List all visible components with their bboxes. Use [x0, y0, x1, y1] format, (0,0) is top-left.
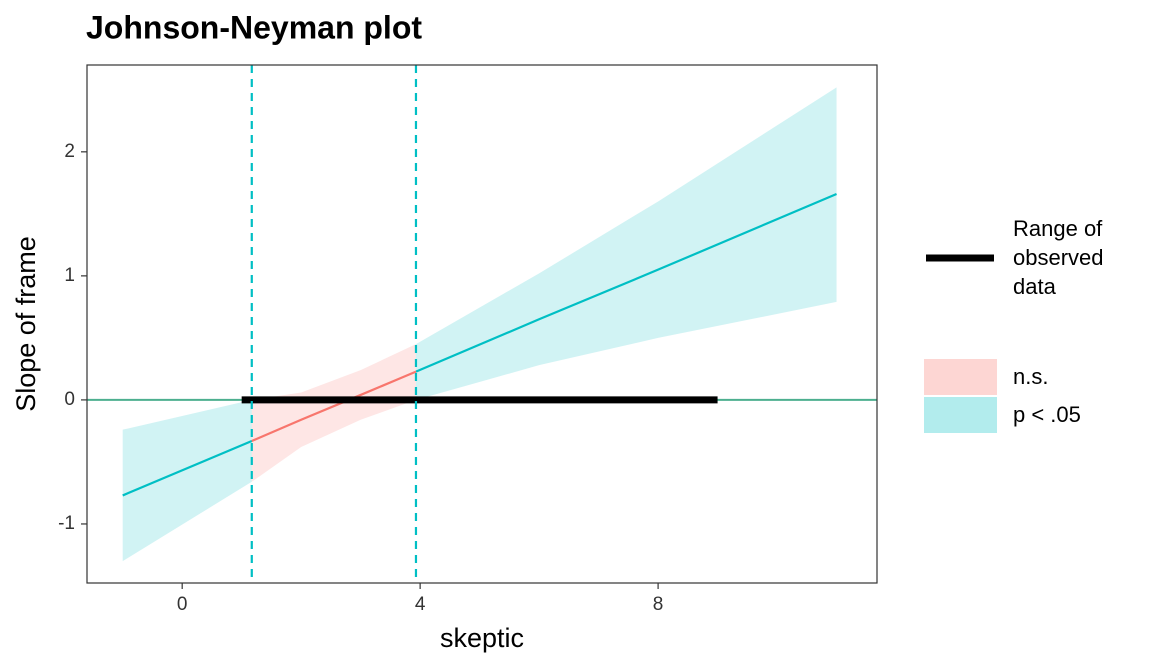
x-tick-label: 8: [653, 594, 664, 615]
legend-label: p < .05: [1013, 402, 1081, 427]
legend-key: [924, 359, 997, 395]
chart-title: Johnson-Neyman plot: [86, 9, 422, 45]
x-tick-label: 4: [415, 594, 426, 615]
confidence-band: [251, 344, 416, 482]
slope-line: [251, 370, 417, 442]
y-tick-label: 1: [64, 265, 75, 286]
x-axis-label: skeptic: [440, 623, 524, 653]
y-tick-label: 0: [64, 389, 75, 410]
legend-key: [924, 397, 997, 433]
y-tick-label: -1: [58, 513, 75, 534]
legend-label: n.s.: [1013, 364, 1049, 389]
slope-line: [122, 439, 253, 497]
confidence-band: [122, 399, 252, 562]
y-axis-label: Slope of frame: [11, 236, 41, 412]
slope-line: [415, 192, 837, 373]
x-tick-label: 0: [177, 594, 188, 615]
confidence-band: [415, 87, 837, 400]
legend-label: Range of observed data: [1013, 216, 1104, 299]
plot-border: [86, 64, 878, 584]
y-tick-label: 2: [64, 141, 75, 162]
